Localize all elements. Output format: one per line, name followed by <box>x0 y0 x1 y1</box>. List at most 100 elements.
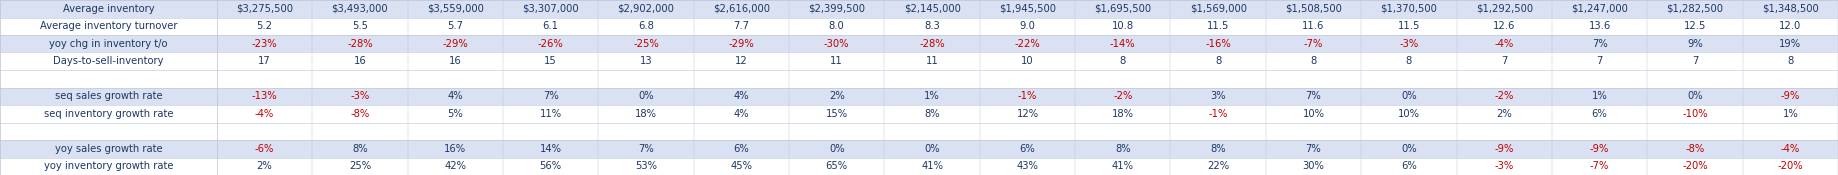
Text: 15: 15 <box>544 56 557 66</box>
Bar <box>1362 52 1456 70</box>
Bar <box>1742 0 1838 18</box>
Bar <box>1551 122 1647 140</box>
Bar <box>884 70 980 88</box>
Bar <box>1171 158 1266 175</box>
Bar <box>1456 105 1551 122</box>
Bar <box>0 88 217 105</box>
Bar <box>1551 70 1647 88</box>
Bar <box>1742 18 1838 35</box>
Text: $1,945,500: $1,945,500 <box>998 4 1057 14</box>
Text: 10%: 10% <box>1399 109 1421 119</box>
Text: 1%: 1% <box>1592 91 1608 101</box>
Bar <box>504 52 599 70</box>
Text: 16: 16 <box>353 56 366 66</box>
Bar <box>1647 35 1742 52</box>
Text: -28%: -28% <box>347 39 373 49</box>
Text: -29%: -29% <box>728 39 754 49</box>
Bar <box>312 18 408 35</box>
Bar <box>1266 140 1362 158</box>
Bar <box>1647 140 1742 158</box>
Bar <box>599 35 693 52</box>
Text: -9%: -9% <box>1781 91 1799 101</box>
Bar <box>1742 52 1838 70</box>
Bar <box>1171 122 1266 140</box>
Text: -1%: -1% <box>1018 91 1037 101</box>
Text: 2%: 2% <box>829 91 845 101</box>
Text: seq inventory growth rate: seq inventory growth rate <box>44 109 173 119</box>
Text: $2,616,000: $2,616,000 <box>713 4 770 14</box>
Bar <box>1456 18 1551 35</box>
Text: -9%: -9% <box>1590 144 1610 154</box>
Bar <box>504 18 599 35</box>
Bar <box>1742 122 1838 140</box>
Text: 9%: 9% <box>1687 39 1702 49</box>
Text: -30%: -30% <box>823 39 849 49</box>
Text: 11.6: 11.6 <box>1303 21 1325 31</box>
Text: 8.3: 8.3 <box>925 21 939 31</box>
Text: yoy sales growth rate: yoy sales growth rate <box>55 144 162 154</box>
Text: 15%: 15% <box>825 109 847 119</box>
Text: 18%: 18% <box>1112 109 1134 119</box>
Bar <box>1456 88 1551 105</box>
Bar <box>217 140 312 158</box>
Text: -10%: -10% <box>1682 109 1708 119</box>
Bar <box>1456 158 1551 175</box>
Text: 5%: 5% <box>447 109 463 119</box>
Text: 8: 8 <box>1119 56 1127 66</box>
Text: -25%: -25% <box>632 39 658 49</box>
Text: 8: 8 <box>1310 56 1316 66</box>
Bar <box>1647 158 1742 175</box>
Bar <box>599 18 693 35</box>
Text: 7%: 7% <box>1305 91 1322 101</box>
Bar <box>1742 70 1838 88</box>
Bar <box>312 88 408 105</box>
Bar <box>693 35 789 52</box>
Text: Days-to-sell-inventory: Days-to-sell-inventory <box>53 56 164 66</box>
Bar <box>1551 18 1647 35</box>
Bar <box>1362 0 1456 18</box>
Bar <box>1551 35 1647 52</box>
Text: 8%: 8% <box>1116 144 1130 154</box>
Bar <box>504 158 599 175</box>
Bar <box>1171 0 1266 18</box>
Bar <box>504 0 599 18</box>
Bar <box>408 140 504 158</box>
Bar <box>1075 105 1171 122</box>
Bar <box>1171 88 1266 105</box>
Text: 53%: 53% <box>634 161 656 171</box>
Text: -4%: -4% <box>255 109 274 119</box>
Text: -8%: -8% <box>351 109 369 119</box>
Text: 41%: 41% <box>1112 161 1134 171</box>
Bar <box>0 52 217 70</box>
Bar <box>1362 18 1456 35</box>
Text: 41%: 41% <box>921 161 943 171</box>
Text: 0%: 0% <box>638 91 654 101</box>
Bar <box>599 140 693 158</box>
Bar <box>1742 35 1838 52</box>
Bar <box>599 122 693 140</box>
Bar <box>1075 70 1171 88</box>
Bar <box>1456 140 1551 158</box>
Bar <box>408 105 504 122</box>
Bar <box>217 18 312 35</box>
Text: 2%: 2% <box>257 161 272 171</box>
Bar <box>217 88 312 105</box>
Text: 5.2: 5.2 <box>257 21 272 31</box>
Text: 7%: 7% <box>638 144 654 154</box>
Bar <box>789 140 884 158</box>
Text: $1,695,500: $1,695,500 <box>1094 4 1151 14</box>
Bar <box>1647 88 1742 105</box>
Text: 10%: 10% <box>1303 109 1325 119</box>
Bar <box>1551 140 1647 158</box>
Text: 11: 11 <box>831 56 844 66</box>
Text: $2,902,000: $2,902,000 <box>618 4 675 14</box>
Text: -13%: -13% <box>252 91 278 101</box>
Bar <box>1171 18 1266 35</box>
Text: 12.5: 12.5 <box>1684 21 1706 31</box>
Bar <box>1456 122 1551 140</box>
Text: 30%: 30% <box>1303 161 1325 171</box>
Text: 19%: 19% <box>1779 39 1801 49</box>
Bar <box>408 52 504 70</box>
Bar <box>217 158 312 175</box>
Bar <box>884 88 980 105</box>
